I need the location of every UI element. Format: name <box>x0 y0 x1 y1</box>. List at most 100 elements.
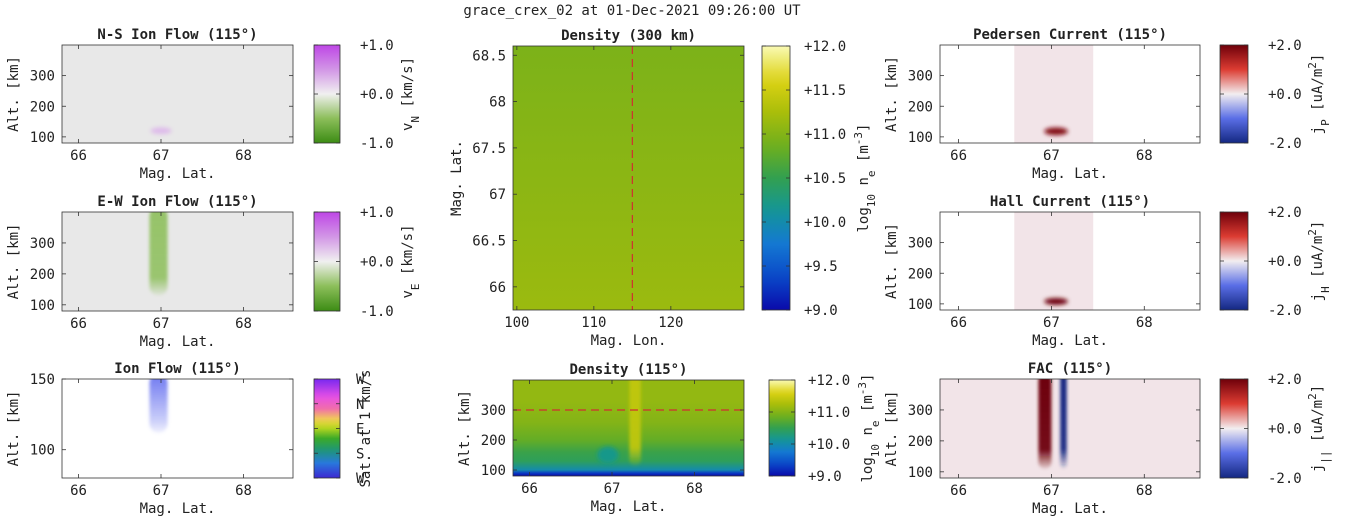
colorbar-tick-label: +2.0 <box>1268 205 1302 221</box>
colorbar-tick-label: -2.0 <box>1268 136 1302 152</box>
ns_flow-frame <box>61 44 294 144</box>
y-tick-label: 66 <box>489 280 506 296</box>
x-tick-label: 66 <box>521 481 538 497</box>
y-tick-label: 68.5 <box>472 48 506 64</box>
colorbar-tick-label: +11.0 <box>808 405 850 421</box>
x-tick-label: 66 <box>950 148 967 164</box>
colorbar-tick-label: +11.5 <box>804 83 846 99</box>
ns_flow-plot-area <box>62 45 293 143</box>
dens_map-panel: 100 110 120 66 66.5 67 67.5 68 68.5 Density (300 … <box>449 28 878 349</box>
x-tick-label: 66 <box>950 483 967 499</box>
colorbar-tick-label: +10.0 <box>804 215 846 231</box>
colorbar-tick-label: +12.0 <box>804 39 846 55</box>
x-axis-label: Mag. Lat. <box>140 501 216 517</box>
colorbar-tick-label: +9.0 <box>808 469 842 485</box>
fac-feature-0 <box>1038 379 1052 469</box>
colorbar-tick-label: +0.0 <box>1268 422 1302 438</box>
y-tick-label: 150 <box>30 372 55 388</box>
density-map-field <box>513 46 744 310</box>
dens_115-feature-1 <box>597 446 619 464</box>
colorbar-tick-label: +1.0 <box>360 205 394 221</box>
colorbar-tick-label: +9.5 <box>804 259 838 275</box>
hall-frame <box>939 211 1201 311</box>
colorbar-tick-label: +1.0 <box>360 38 394 54</box>
panel-title: FAC (115°) <box>1028 361 1112 377</box>
y-tick-label: 100 <box>908 130 933 146</box>
dens_115-colorbar: +12.0 +11.0 +10.0 +9.0 log10 ne [m-3] <box>768 373 882 485</box>
y-tick-label: 200 <box>30 267 55 283</box>
fac-panel: 66 67 68 100 200 300 FAC (115°) Mag. Lat. Alt. [… <box>884 361 1332 517</box>
y-axis-label: Alt. [km] <box>884 56 900 132</box>
colorbar-tick-label: +2.0 <box>1268 372 1302 388</box>
ew_flow-colorbar: +1.0 +0.0 -1.0 vE [km/s] <box>313 205 422 320</box>
x-axis-label: Mag. Lon. <box>591 333 667 349</box>
colorbar-tick-label: +0.0 <box>360 87 394 103</box>
y-axis-label: Alt. [km] <box>6 56 22 132</box>
colorbar-label: jH [uA/m2] <box>1306 221 1332 302</box>
pedersen-colorbar: +2.0 +0.0 -2.0jP [uA/m2] <box>1219 38 1332 152</box>
x-tick-label: 67 <box>153 148 170 164</box>
y-axis-label: Alt. [km] <box>457 390 473 466</box>
dens_115-feature-0 <box>629 380 641 466</box>
colorbar-tick-label: +9.0 <box>804 303 838 319</box>
panel-title: Density (115°) <box>569 362 687 378</box>
y-tick-label: 200 <box>908 266 933 282</box>
x-tick-label: 66 <box>950 315 967 331</box>
y-tick-label: 100 <box>30 443 55 459</box>
fac-plot-area <box>940 379 1200 478</box>
colorbar-tick-label: W <box>356 372 365 388</box>
y-tick-label: 100 <box>908 465 933 481</box>
y-tick-label: 100 <box>908 297 933 313</box>
x-tick-label: 67 <box>1043 148 1060 164</box>
y-axis-label: Alt. [km] <box>884 391 900 467</box>
dens_115-frame <box>512 379 745 477</box>
x-tick-label: 67 <box>1043 483 1060 499</box>
x-axis-label: Mag. Lat. <box>591 499 667 515</box>
colorbar-tick-label: S <box>356 446 364 462</box>
panel-title: Density (300 km) <box>561 28 696 44</box>
y-axis-label: Alt. [km] <box>6 224 22 300</box>
ew_flow-feature-0 <box>149 212 168 296</box>
colorbar-tick-label: +12.0 <box>808 373 850 389</box>
dens_map-colorbar: +12.0 +11.5 +11.0 +10.5 +10.0 +9.5 +9.0 log10 n… <box>761 39 878 319</box>
x-tick-label: 66 <box>70 483 87 499</box>
current-data-band <box>1014 212 1094 310</box>
x-tick-label: 66 <box>70 316 87 332</box>
colorbar-label: jP [uA/m2] <box>1306 54 1332 135</box>
colorbar-tick-label: -2.0 <box>1268 303 1302 319</box>
x-axis-label: Mag. Lat. <box>1032 166 1108 182</box>
x-axis-label: Mag. Lat. <box>140 166 216 182</box>
x-tick-label: 68 <box>1136 148 1153 164</box>
ion_flow-frame <box>61 378 294 479</box>
pedersen-plot-area <box>940 45 1200 143</box>
colorbar-tick-label: +2.0 <box>1268 38 1302 54</box>
colorbar-tick-label: -2.0 <box>1268 471 1302 487</box>
dens_map-plot-area <box>513 46 744 310</box>
panel-title: Ion Flow (115°) <box>114 361 240 377</box>
hall-plot-area <box>940 212 1200 310</box>
x-tick-label: 120 <box>658 315 683 331</box>
fac-colorbar: +2.0 +0.0 -2.0j|| [uA/m2] <box>1219 372 1332 487</box>
x-tick-label: 67 <box>604 481 621 497</box>
hall-colorbar: +2.0 +0.0 -2.0jH [uA/m2] <box>1219 205 1332 319</box>
hall-feature-0 <box>1044 297 1068 305</box>
colorbar-tick-label: -1.0 <box>360 304 394 320</box>
colorbar-label: vE [km/s] <box>400 224 422 298</box>
ns_flow-panel: 66 67 68 100 200 300 N-S Ion Flow (115°) Mag. L… <box>6 27 422 182</box>
y-tick-label: 66.5 <box>472 234 506 250</box>
colorbar-tick-label: W <box>356 471 365 487</box>
x-tick-label: 67 <box>1043 315 1060 331</box>
y-tick-label: 200 <box>908 434 933 450</box>
panel-title: N-S Ion Flow (115°) <box>97 27 257 43</box>
y-axis-label: Alt. [km] <box>884 223 900 299</box>
y-tick-label: 300 <box>908 236 933 252</box>
y-tick-label: 67 <box>489 187 506 203</box>
fac-feature-1 <box>1060 379 1067 469</box>
pedersen-feature-0 <box>1044 127 1068 136</box>
y-tick-label: 300 <box>908 403 933 419</box>
y-tick-label: 200 <box>908 99 933 115</box>
colorbar-tick-label: +11.0 <box>804 127 846 143</box>
ew_flow-panel: 66 67 68 100 200 300 E-W Ion Flow (115°) Mag. L… <box>6 194 422 350</box>
